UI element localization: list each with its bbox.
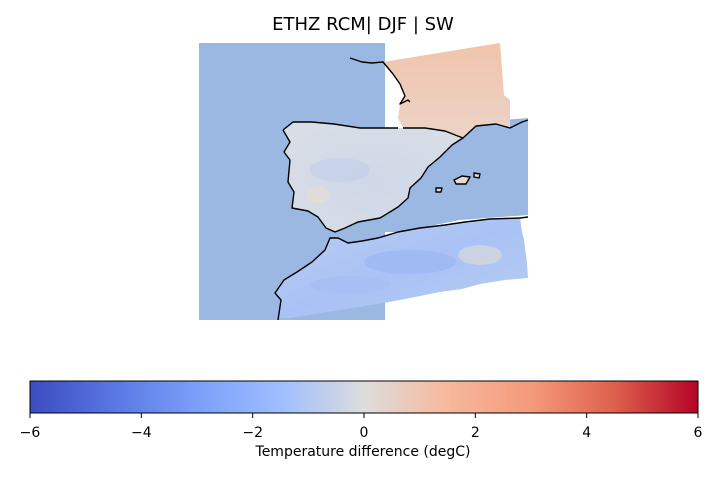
iberia-warm-patch [306, 187, 330, 203]
iberia-region [283, 122, 463, 232]
colorbar-tick-label: 6 [694, 425, 703, 441]
colorbar-label: Temperature difference (degC) [255, 444, 471, 460]
colorbar-tick-label: 0 [360, 425, 369, 441]
map-panel [199, 43, 529, 321]
africa-neutral-patch [458, 245, 502, 265]
map-title: ETHZ RCM| DJF | SW [272, 14, 454, 35]
coastlines [274, 57, 529, 321]
colorbar-tick-label: −4 [131, 425, 152, 441]
colorbar-tick-label: −2 [242, 425, 263, 441]
colorbar-tick-label: 2 [471, 425, 480, 441]
colorbar-tick-label: 4 [582, 425, 591, 441]
colorbar-gradient [29, 380, 699, 414]
africa-cool-patch [364, 250, 456, 274]
france-region [383, 43, 510, 138]
colorbar-tick-label: −6 [20, 425, 41, 441]
africa-cool-patch-2 [310, 276, 390, 294]
iberia-cool-patch [310, 158, 370, 182]
colorbar-ticks: −6 −4 −2 0 2 4 6 [20, 413, 703, 441]
ibiza-island [436, 188, 442, 192]
